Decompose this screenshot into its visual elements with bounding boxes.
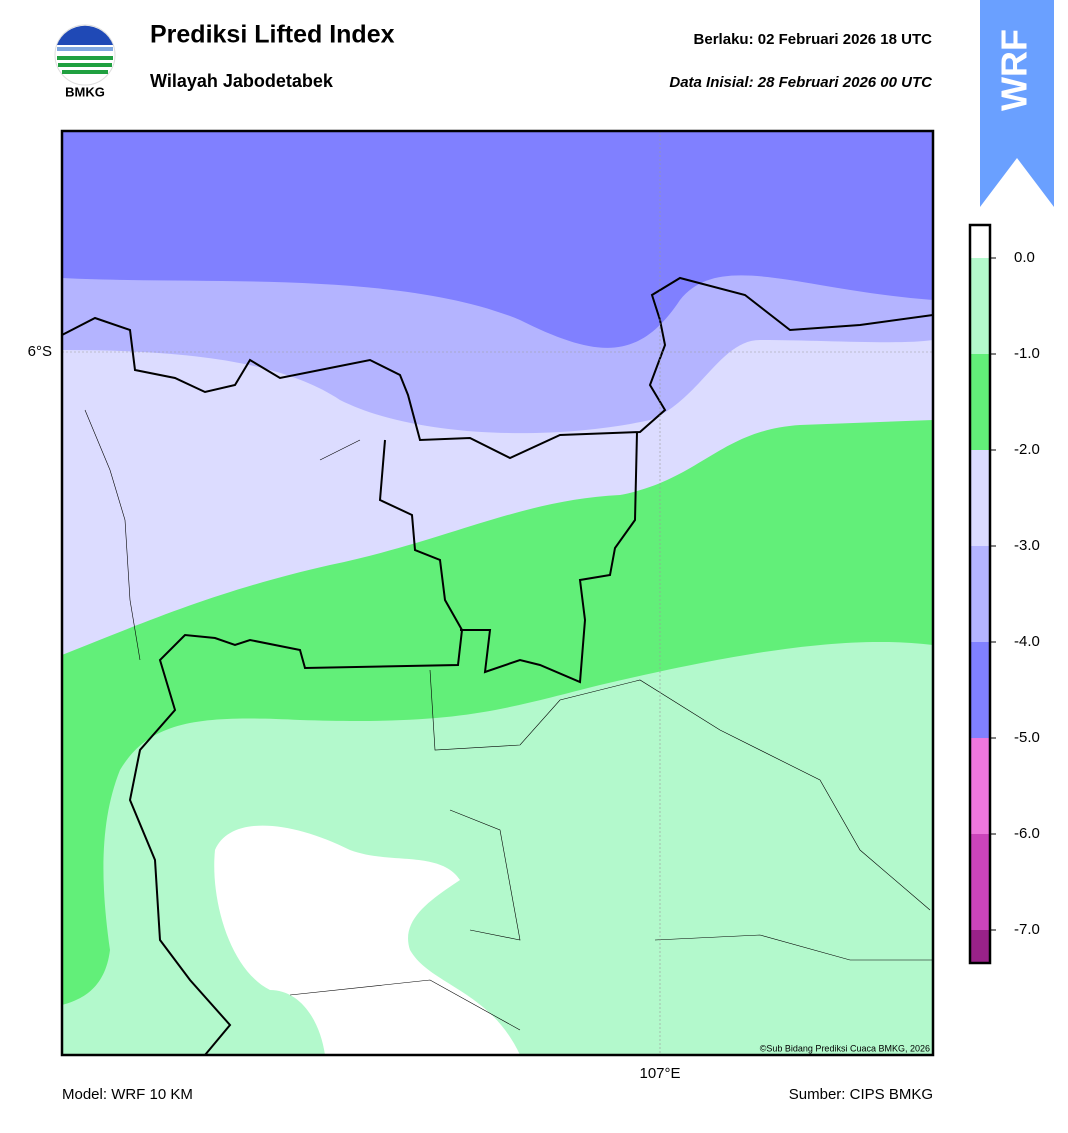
footer-model: Model: WRF 10 KM [62,1086,193,1103]
valid-time: Berlaku: 02 Februari 2026 18 UTC [694,31,933,48]
subtitle: Wilayah Jabodetabek [150,71,334,91]
colorbar-label: -3.0 [1014,537,1040,554]
colorbar: 0.0 -1.0 -2.0 -3.0 -4.0 -5.0 -6.0 -7.0 [968,223,1040,965]
badge [980,0,1054,207]
footer-source: Sumber: CIPS BMKG [789,1086,933,1103]
colorbar-label: -1.0 [1014,345,1040,362]
colorbar-segment [970,930,990,963]
district-border [84,409,933,1031]
lon-label: 107°E [639,1065,680,1082]
map [62,131,933,1055]
colorbar-label: 0.0 [1014,249,1035,266]
colorbar-segment [970,354,990,450]
colorbar-segment [970,738,990,834]
init-time: Data Inisial: 28 Februari 2026 00 UTC [669,74,933,91]
lat-label: 6°S [28,343,52,360]
badge-text: WRF [994,29,1035,111]
colorbar-label: -4.0 [1014,633,1040,650]
colorbar-frame [968,223,992,965]
logo: BMKG [54,24,116,99]
colorbar-label: -2.0 [1014,441,1040,458]
colorbar-segment [970,834,990,930]
province-border [460,431,638,684]
colorbar-segment [970,450,990,546]
colorbar-label: -7.0 [1014,921,1040,938]
credit: ©Sub Bidang Prediksi Cuaca BMKG, 2026 [760,1043,930,1053]
map-frame [60,129,935,1057]
zone [214,825,520,1055]
logo-text: BMKG [65,84,105,99]
colorbar-label: -5.0 [1014,729,1040,746]
coastline [62,276,933,460]
colorbar-segment [970,258,990,354]
colorbar-segment [970,642,990,738]
colorbar-segment [970,546,990,642]
colorbar-label: -6.0 [1014,825,1040,842]
colorbar-segment [970,225,990,258]
title: Prediksi Lifted Index [150,21,395,49]
province-border [128,439,464,1055]
